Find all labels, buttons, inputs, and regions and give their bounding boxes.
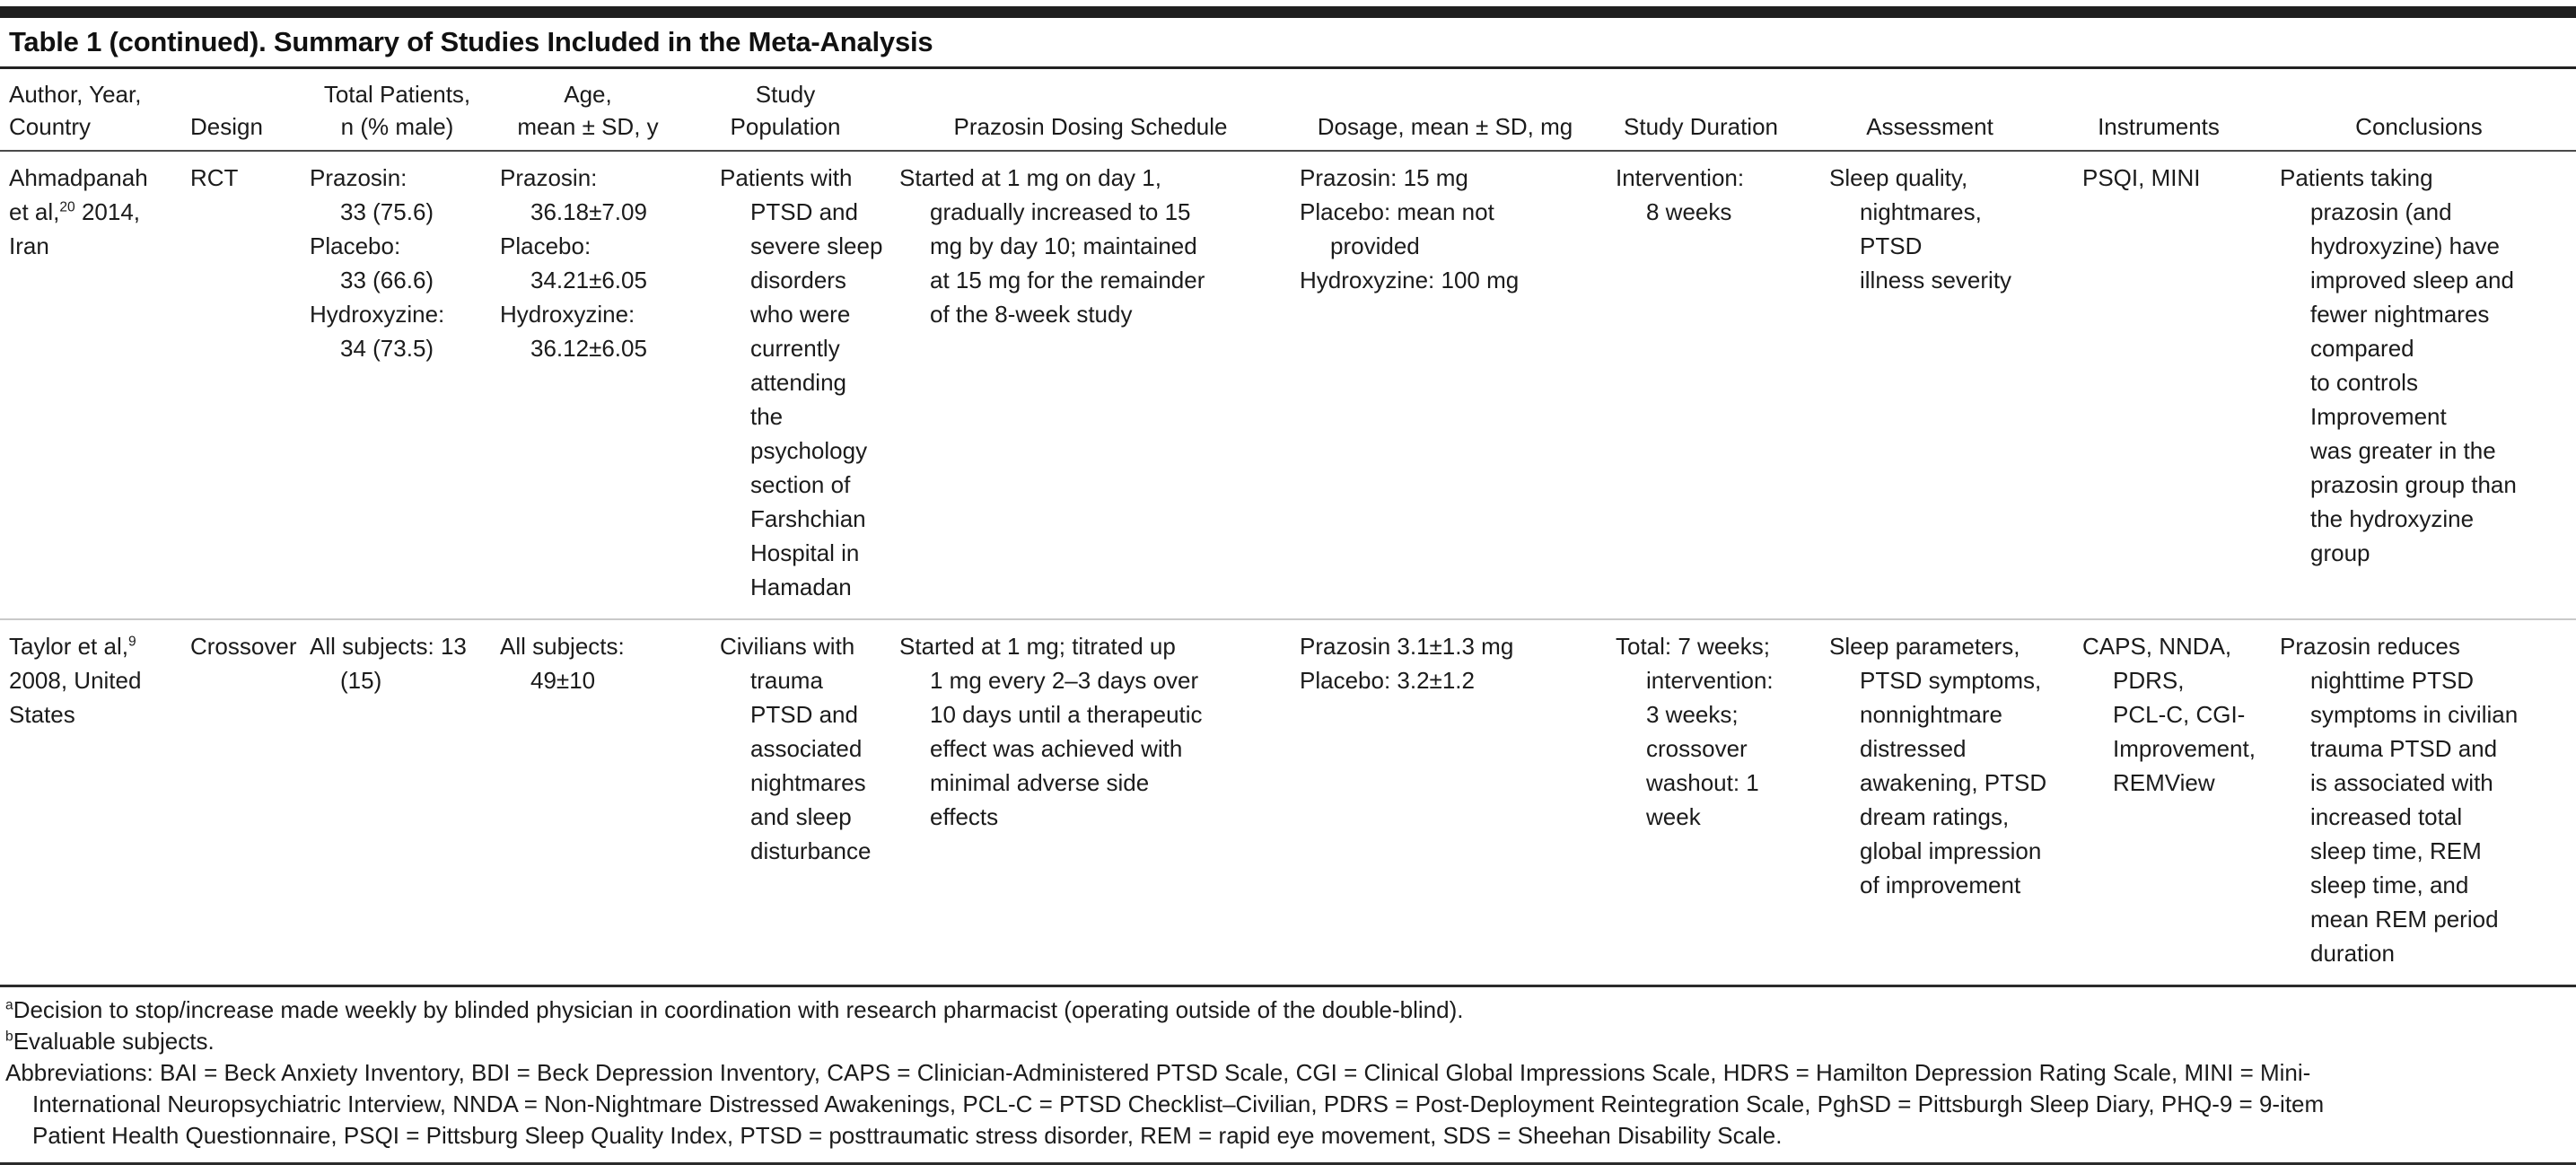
col-header-assessment: Assessment (1804, 69, 2055, 152)
assessment-cell: Sleep parameters, PTSD symptoms, nonnigh… (1804, 618, 2055, 985)
assessment-cell: Sleep quality, nightmares, PTSD illness … (1804, 151, 2055, 619)
dosing-schedule-cell: Started at 1 mg on day 1, gradually incr… (889, 151, 1292, 619)
table-footer: aDecision to stop/increase made weekly b… (0, 985, 2576, 1165)
dosage-cell: Prazosin 3.1±1.3 mg Placebo: 3.2±1.2 (1292, 618, 1598, 985)
col-header-total-patients: Total Patients, n (% male) (301, 69, 494, 152)
design-cell: Crossover (180, 618, 301, 985)
col-header-dosage: Dosage, mean ± SD, mg (1292, 69, 1598, 152)
author-text: Ahmadpanah et al, (9, 164, 148, 225)
design-cell: RCT (190, 164, 239, 191)
footnote-a: aDecision to stop/increase made weekly b… (5, 994, 2567, 1026)
footnote-b-marker: b (5, 1029, 13, 1045)
cell-paragraph: Placebo: mean not provided (1300, 198, 1494, 259)
cell-paragraph: PSQI, MINI (2082, 164, 2201, 191)
page-title: Table 1 (continued). Summary of Studies … (0, 18, 2576, 69)
study-duration-cell: Intervention: 8 weeks (1598, 151, 1804, 619)
author-cell: Ahmadpanah et al,20 2014, Iran (0, 151, 180, 619)
header-row: Author, Year, Country Design Total Patie… (0, 69, 2576, 152)
reference-superscript: 20 (59, 199, 75, 215)
cell-paragraph: Total: 7 weeks; intervention: 3 weeks; c… (1616, 633, 1774, 830)
cell-paragraph: Hydroxyzine: 100 mg (1300, 267, 1520, 293)
study-population-cell: Civilians with trauma PTSD and associate… (682, 618, 889, 985)
author-text: Taylor et al, (9, 633, 128, 660)
cell-paragraph: Civilians with trauma PTSD and associate… (720, 633, 872, 864)
cell-paragraph: Hydroxyzine: 34 (73.5) (310, 301, 445, 362)
footnote-a-text: Decision to stop/increase made weekly by… (13, 996, 1464, 1023)
col-header-conclusions: Conclusions (2262, 69, 2576, 152)
cell-paragraph: Placebo: 33 (66.6) (310, 232, 434, 293)
cell-paragraph: Prazosin reduces nighttime PTSD symptoms… (2280, 633, 2519, 967)
cell-paragraph: Started at 1 mg on day 1, gradually incr… (899, 164, 1205, 328)
table-row: Ahmadpanah et al,20 2014, Iran RCT Prazo… (0, 151, 2576, 619)
author-text: 2014, Iran (9, 198, 141, 259)
cell-paragraph: Sleep parameters, PTSD symptoms, nonnigh… (1829, 633, 2047, 898)
col-header-instruments: Instruments (2055, 69, 2262, 152)
footnote-a-marker: a (5, 997, 13, 1013)
studies-table: Author, Year, Country Design Total Patie… (0, 69, 2576, 985)
footnote-b: bEvaluable subjects. (5, 1026, 2567, 1057)
col-header-age: Age, mean ± SD, y (494, 69, 682, 152)
abbreviations-note: Abbreviations: BAI = Beck Anxiety Invent… (5, 1059, 2325, 1149)
cell-paragraph: Patients taking prazosin (and hydroxyzin… (2280, 164, 2517, 566)
dosage-cell: Prazosin: 15 mg Placebo: mean not provide… (1292, 151, 1598, 619)
col-header-author: Author, Year, Country (0, 69, 180, 152)
cell-paragraph: Prazosin: 33 (75.6) (310, 164, 434, 225)
cell-paragraph: All subjects: 13 (15) (310, 633, 467, 694)
top-rule-bar (0, 6, 2576, 18)
table-row: Taylor et al,9 2008, United States Cross… (0, 618, 2576, 985)
col-header-study-population: Study Population (682, 69, 889, 152)
dosing-schedule-cell: Started at 1 mg; titrated up 1 mg every … (889, 618, 1292, 985)
total-patients-cell: All subjects: 13 (15) (301, 618, 494, 985)
conclusions-cell: Prazosin reduces nighttime PTSD symptoms… (2262, 618, 2576, 985)
instruments-cell: PSQI, MINI (2055, 151, 2262, 619)
cell-paragraph: Intervention: 8 weeks (1616, 164, 1745, 225)
reference-superscript: 9 (127, 634, 136, 650)
study-duration-cell: Total: 7 weeks; intervention: 3 weeks; c… (1598, 618, 1804, 985)
cell-paragraph: Hydroxyzine: 36.12±6.05 (500, 301, 647, 362)
instruments-cell: CAPS, NNDA, PDRS, PCL-C, CGI- Improvemen… (2055, 618, 2262, 985)
cell-paragraph: Prazosin: 36.18±7.09 (500, 164, 647, 225)
cell-paragraph: Prazosin: 15 mg (1300, 164, 1468, 191)
age-cell: All subjects: 49±10 (494, 618, 682, 985)
footnote-b-text: Evaluable subjects. (13, 1028, 215, 1055)
cell-paragraph: Prazosin 3.1±1.3 mg (1300, 633, 1514, 660)
col-header-design: Design (180, 69, 301, 152)
cell-paragraph: Patients with PTSD and severe sleep diso… (720, 164, 883, 600)
cell-paragraph: Placebo: 3.2±1.2 (1300, 667, 1475, 694)
total-patients-cell: Prazosin: 33 (75.6) Placebo: 33 (66.6) Hyd… (301, 151, 494, 619)
cell-paragraph: Started at 1 mg; titrated up 1 mg every … (899, 633, 1203, 830)
cell-paragraph: Sleep quality, nightmares, PTSD illness … (1829, 164, 2012, 293)
cell-paragraph: CAPS, NNDA, PDRS, PCL-C, CGI- Improvemen… (2082, 633, 2256, 796)
author-text: 2008, United States (9, 667, 142, 728)
cell-paragraph: All subjects: 49±10 (500, 633, 625, 694)
age-cell: Prazosin: 36.18±7.09 Placebo: 34.21±6.05 H… (494, 151, 682, 619)
col-header-study-duration: Study Duration (1598, 69, 1804, 152)
study-population-cell: Patients with PTSD and severe sleep diso… (682, 151, 889, 619)
cell-paragraph: Placebo: 34.21±6.05 (500, 232, 647, 293)
col-header-dosing-schedule: Prazosin Dosing Schedule (889, 69, 1292, 152)
conclusions-cell: Patients taking prazosin (and hydroxyzin… (2262, 151, 2576, 619)
author-cell: Taylor et al,9 2008, United States (0, 618, 180, 985)
